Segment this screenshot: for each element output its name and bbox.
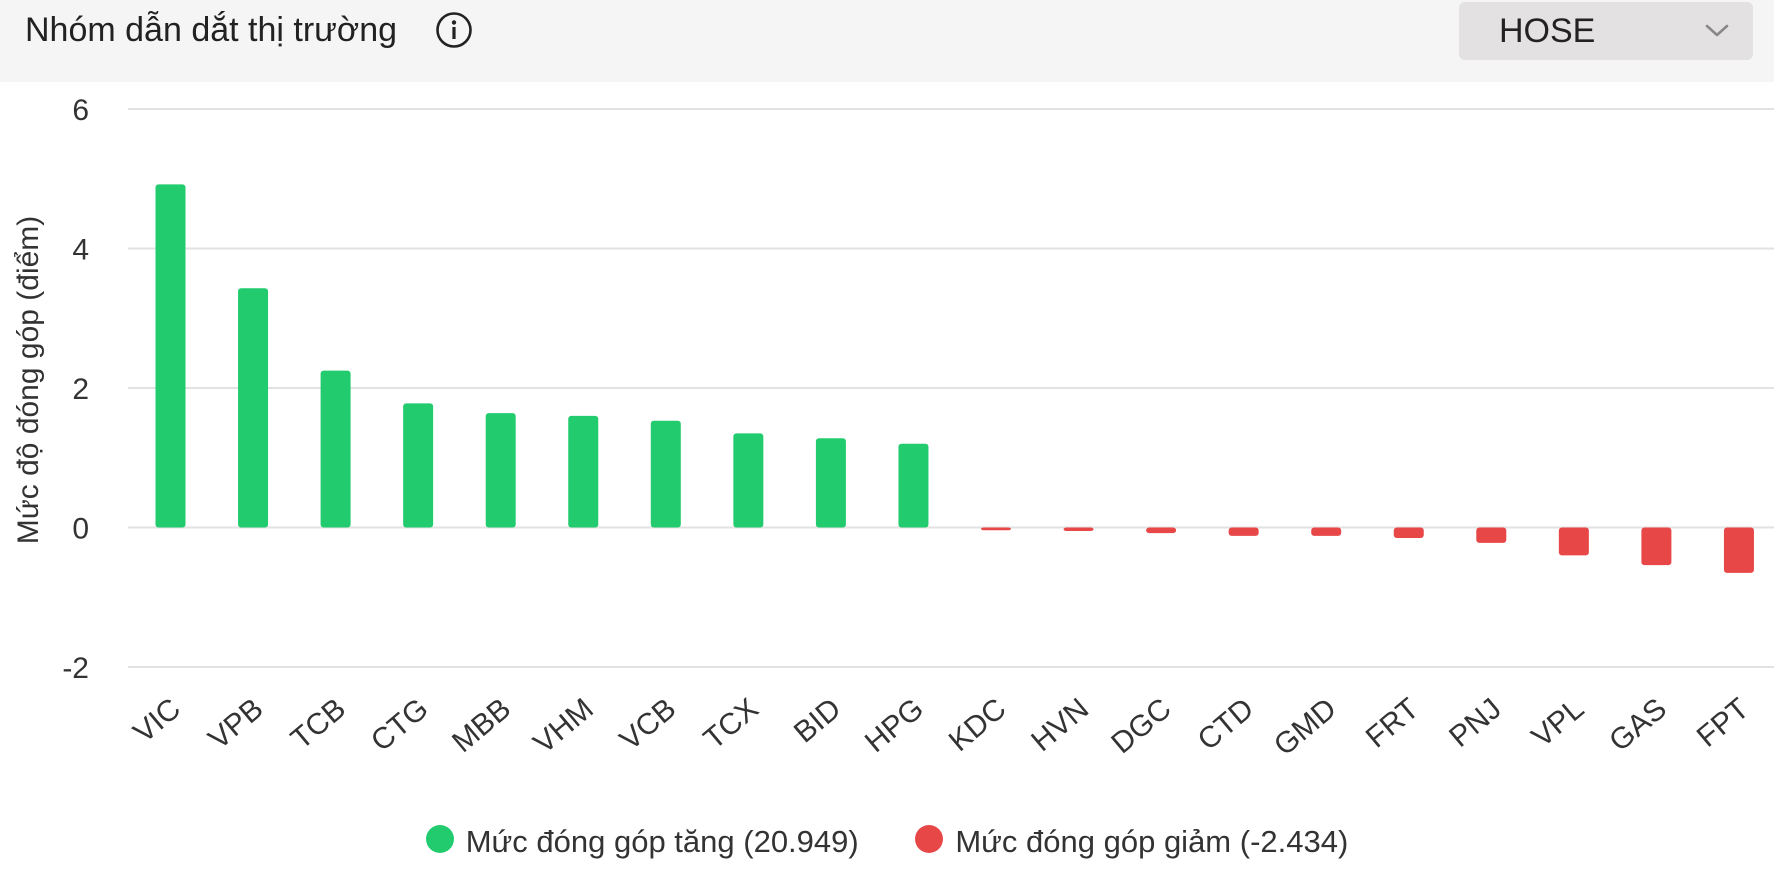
bar-vpb[interactable] <box>238 288 269 528</box>
bar-dgc[interactable] <box>1146 527 1177 534</box>
x-tick-label-gas: GAS <box>1603 692 1673 758</box>
x-axis-categories: VIC VPB TCB CTG MBB VHM VCB TCX BID HPG KDC HVN DGC C… <box>127 692 1755 762</box>
y-tick-label: -2 <box>62 652 89 685</box>
legend-label-negative: Mức đóng góp giảm (-2.434) <box>955 823 1349 859</box>
x-tick-label-hpg: HPG <box>859 692 930 759</box>
legend-dot-negative <box>915 824 944 853</box>
bar-frt[interactable] <box>1393 527 1424 538</box>
x-tick-label-ctg: CTG <box>365 692 435 758</box>
x-tick-label-dgc: DGC <box>1105 692 1177 760</box>
y-tick-label: 2 <box>72 373 89 406</box>
x-tick-label-frt: FRT <box>1360 692 1425 754</box>
y-tick-label: 0 <box>72 513 89 546</box>
x-tick-label-vpb: VPB <box>202 692 269 756</box>
x-tick-label-vhm: VHM <box>527 692 599 760</box>
bars <box>155 184 1754 573</box>
bar-tcx[interactable] <box>733 433 764 528</box>
legend-label-positive: Mức đóng góp tăng (20.949) <box>465 823 859 859</box>
x-tick-label-vic: VIC <box>127 692 187 749</box>
x-tick-label-hvn: HVN <box>1025 692 1095 758</box>
legend-item-positive[interactable]: Mức đóng góp tăng (20.949) <box>425 822 859 860</box>
bar-vic[interactable] <box>155 184 186 528</box>
y-axis-ticks: 6 4 2 0 -2 <box>62 94 89 685</box>
exchange-select[interactable]: HOSE <box>1459 2 1753 60</box>
bar-hpg[interactable] <box>898 443 929 528</box>
x-tick-label-fpt: FPT <box>1691 692 1756 754</box>
bar-bid[interactable] <box>815 438 846 528</box>
info-circle-icon[interactable] <box>434 10 474 50</box>
bar-kdc[interactable] <box>981 527 1011 531</box>
bar-pnj[interactable] <box>1476 527 1507 543</box>
widget-header: Nhóm dẫn dắt thị trường HOSE <box>0 0 1774 82</box>
bar-gas[interactable] <box>1641 527 1672 566</box>
bar-fpt[interactable] <box>1723 527 1754 573</box>
y-tick-label: 6 <box>72 94 89 127</box>
bar-vcb[interactable] <box>650 420 681 528</box>
bar-mbb[interactable] <box>485 413 516 528</box>
bar-hvn[interactable] <box>1063 527 1094 531</box>
y-axis-label: Mức độ đóng góp (điểm) <box>12 216 45 545</box>
x-tick-label-gmd: GMD <box>1268 692 1343 762</box>
x-tick-label-tcx: TCX <box>698 692 765 756</box>
x-tick-label-vcb: VCB <box>614 692 682 757</box>
y-tick-label: 4 <box>72 234 89 267</box>
x-tick-label-mbb: MBB <box>446 692 517 759</box>
exchange-select-value: HOSE <box>1499 12 1596 50</box>
x-tick-label-bid: BID <box>788 692 848 749</box>
bar-ctd[interactable] <box>1228 527 1259 536</box>
grid-lines <box>128 108 1774 668</box>
x-tick-label-tcb: TCB <box>285 692 352 756</box>
bar-tcb[interactable] <box>320 370 351 528</box>
widget-title: Nhóm dẫn dắt thị trường <box>25 11 398 49</box>
chevron-down-icon <box>1705 24 1729 37</box>
bar-vpl[interactable] <box>1558 527 1589 556</box>
bar-gmd[interactable] <box>1311 527 1342 536</box>
x-tick-label-ctd: CTD <box>1192 692 1260 757</box>
bar-ctg[interactable] <box>403 403 434 528</box>
bar-vhm[interactable] <box>568 415 599 528</box>
x-tick-label-vpl: VPL <box>1526 692 1591 754</box>
legend-dot-positive <box>425 824 454 853</box>
legend-item-negative[interactable]: Mức đóng góp giảm (-2.434) <box>915 822 1348 860</box>
x-tick-label-pnj: PNJ <box>1443 692 1508 754</box>
chart-legend: Mức đóng góp tăng (20.949) Mức đóng góp … <box>0 822 1774 870</box>
x-tick-label-kdc: KDC <box>943 692 1013 758</box>
